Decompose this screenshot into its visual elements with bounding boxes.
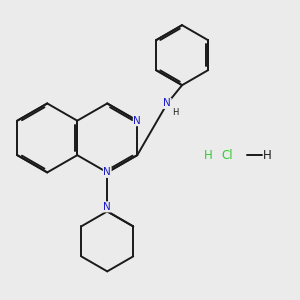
Text: N: N: [103, 167, 111, 177]
Text: Cl: Cl: [222, 149, 233, 162]
Text: H: H: [263, 149, 272, 162]
Text: N: N: [164, 98, 171, 108]
Text: H: H: [172, 108, 178, 117]
Text: N: N: [134, 116, 141, 126]
Text: N: N: [103, 202, 111, 212]
Text: H: H: [204, 149, 213, 162]
